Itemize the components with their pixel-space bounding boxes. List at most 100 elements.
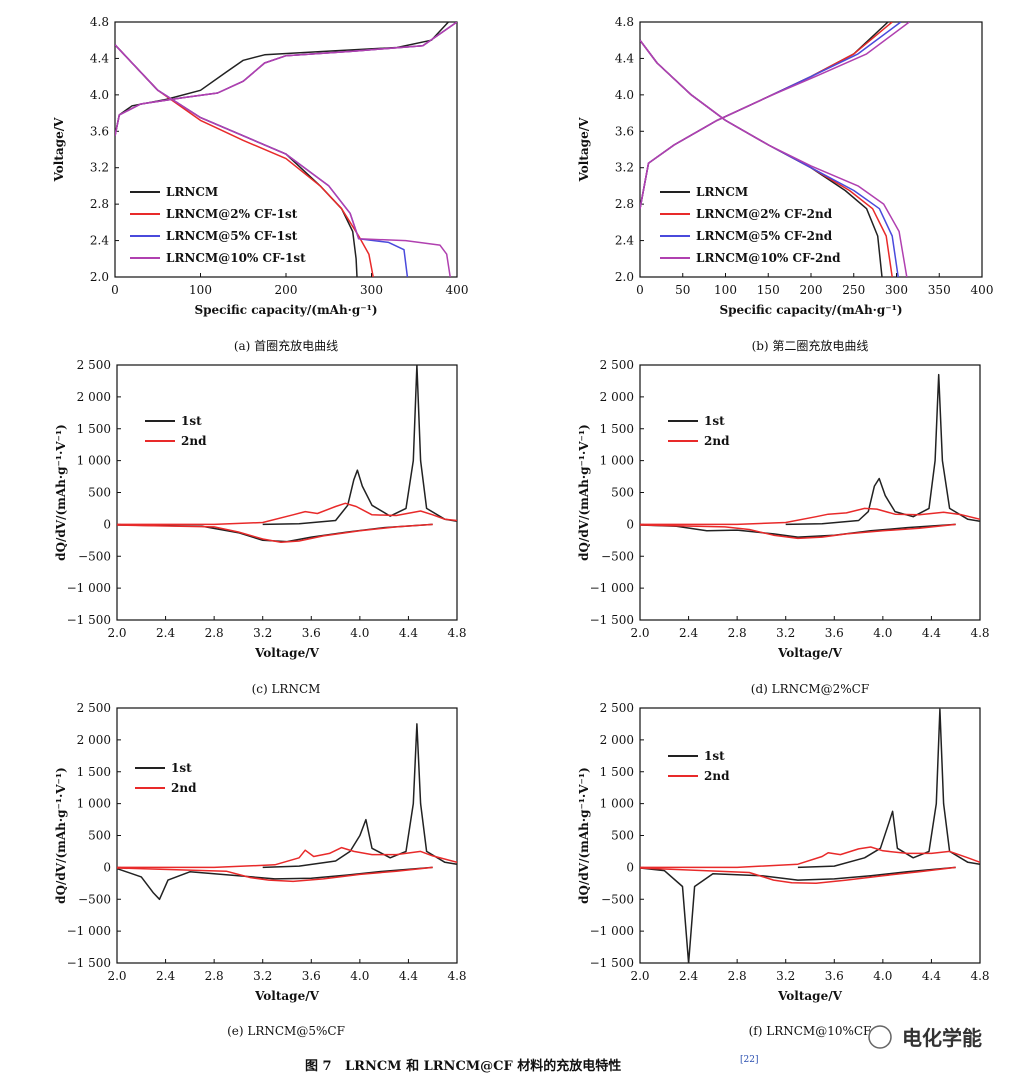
x-axis-label: Voltage/V bbox=[254, 646, 319, 660]
x-tick-label: 4.8 bbox=[447, 969, 466, 983]
series-line-4-charge bbox=[640, 22, 910, 209]
x-tick-label: 4.8 bbox=[447, 626, 466, 640]
series-line-1-discharge bbox=[640, 523, 956, 538]
legend-entry: 2nd bbox=[171, 781, 197, 795]
y-tick-label: 1 000 bbox=[77, 454, 111, 468]
y-tick-label: −500 bbox=[78, 892, 111, 906]
y-tick-label: 1 500 bbox=[600, 422, 634, 436]
y-tick-label: −1 000 bbox=[67, 924, 111, 938]
x-tick-label: 400 bbox=[446, 283, 469, 297]
series-line-4-charge bbox=[115, 22, 457, 136]
series-line-1-discharge bbox=[117, 523, 433, 543]
y-tick-label: 4.8 bbox=[90, 15, 109, 29]
series-line-1-charge bbox=[640, 22, 889, 209]
series-line-2-charge bbox=[117, 502, 457, 526]
x-axis-label: Voltage/V bbox=[777, 989, 842, 1003]
y-tick-label: 1 000 bbox=[77, 797, 111, 811]
series-line-2-discharge bbox=[117, 523, 433, 543]
x-tick-label: 50 bbox=[675, 283, 690, 297]
y-tick-label: 4.0 bbox=[615, 88, 634, 102]
y-tick-label: 2 000 bbox=[600, 390, 634, 404]
series-line-1-discharge bbox=[117, 866, 433, 901]
x-tick-label: 3.6 bbox=[825, 969, 844, 983]
x-tick-label: 300 bbox=[885, 283, 908, 297]
x-tick-label: 2.4 bbox=[679, 626, 698, 640]
x-tick-label: 4.4 bbox=[922, 969, 941, 983]
x-tick-label: 3.2 bbox=[776, 969, 795, 983]
series-line-2-charge bbox=[640, 846, 980, 869]
figure-caption-text: LRNCM 和 LRNCM@CF 材料的充放电特性 bbox=[345, 1058, 621, 1074]
series-line-2-discharge bbox=[640, 523, 956, 540]
y-tick-label: −1 500 bbox=[590, 956, 634, 970]
x-tick-label: 2.8 bbox=[205, 626, 224, 640]
x-tick-label: 250 bbox=[842, 283, 865, 297]
x-tick-label: 0 bbox=[636, 283, 644, 297]
y-tick-label: 2.4 bbox=[615, 234, 634, 248]
x-tick-label: 2.8 bbox=[728, 626, 747, 640]
series-line-2-charge bbox=[115, 22, 457, 136]
y-tick-label: 3.2 bbox=[615, 161, 634, 175]
legend-entry: 1st bbox=[704, 414, 725, 428]
x-tick-label: 4.0 bbox=[873, 969, 892, 983]
x-axis-label: Voltage/V bbox=[254, 989, 319, 1003]
y-tick-label: 2 500 bbox=[600, 701, 634, 715]
panel-caption: (a) 首圈充放电曲线 bbox=[234, 338, 338, 353]
x-tick-label: 3.2 bbox=[776, 626, 795, 640]
x-tick-label: 2.4 bbox=[156, 969, 175, 983]
series-line-1-charge bbox=[797, 708, 980, 869]
y-tick-label: 1 000 bbox=[600, 797, 634, 811]
x-tick-label: 2.0 bbox=[107, 626, 126, 640]
y-tick-label: 1 500 bbox=[77, 765, 111, 779]
y-tick-label: 500 bbox=[611, 829, 634, 843]
y-axis-label: dQ/dV/(mAh·g⁻¹·V⁻¹) bbox=[54, 767, 68, 904]
series-line-1-charge bbox=[115, 22, 449, 136]
series-line-3-charge bbox=[115, 22, 457, 136]
x-tick-label: 100 bbox=[189, 283, 212, 297]
x-tick-label: 3.6 bbox=[825, 626, 844, 640]
y-tick-label: 4.0 bbox=[90, 88, 109, 102]
y-tick-label: 1 500 bbox=[600, 765, 634, 779]
x-tick-label: 3.6 bbox=[302, 626, 321, 640]
y-tick-label: 2 500 bbox=[77, 358, 111, 372]
plot-frame bbox=[116, 364, 458, 621]
x-tick-label: 4.8 bbox=[970, 969, 989, 983]
x-tick-label: 3.2 bbox=[253, 969, 272, 983]
series-line-1-charge bbox=[262, 723, 457, 869]
x-tick-label: 3.6 bbox=[302, 969, 321, 983]
x-tick-label: 300 bbox=[360, 283, 383, 297]
panel-caption: (f) LRNCM@10%CF bbox=[749, 1024, 872, 1038]
series-line-2-charge bbox=[117, 846, 457, 869]
x-tick-label: 150 bbox=[757, 283, 780, 297]
x-tick-label: 100 bbox=[714, 283, 737, 297]
x-tick-label: 4.0 bbox=[873, 626, 892, 640]
x-axis-label: Voltage/V bbox=[777, 646, 842, 660]
legend-entry: LRNCM@2% CF-1st bbox=[166, 207, 298, 221]
y-tick-label: −1 000 bbox=[590, 581, 634, 595]
y-tick-label: −1 500 bbox=[67, 613, 111, 627]
y-tick-label: 3.6 bbox=[615, 124, 634, 138]
y-tick-label: 500 bbox=[88, 829, 111, 843]
legend-entry: LRNCM@10% CF-1st bbox=[166, 251, 306, 265]
legend-entry: 2nd bbox=[704, 434, 730, 448]
x-tick-label: 2.4 bbox=[679, 969, 698, 983]
panel-f: 2.0 2.4 2.8 3.2 3.6 4.0 4.4 4.8 −1 500 −1 000 −500… bbox=[577, 701, 990, 1038]
y-tick-label: −1 000 bbox=[590, 924, 634, 938]
x-tick-label: 2.0 bbox=[107, 969, 126, 983]
y-tick-label: 4.4 bbox=[90, 51, 109, 65]
y-tick-label: 2.0 bbox=[615, 270, 634, 284]
series-line-1-discharge bbox=[640, 866, 956, 963]
panel-d: 2.0 2.4 2.8 3.2 3.6 4.0 4.4 4.8 −1 500 −1 000 −500… bbox=[577, 358, 990, 696]
x-axis-label: Specific capacity/(mAh·g⁻¹) bbox=[194, 303, 377, 317]
x-tick-label: 200 bbox=[800, 283, 823, 297]
legend-entry: 2nd bbox=[704, 769, 730, 783]
figure-caption-ref: [22] bbox=[740, 1055, 758, 1065]
x-tick-label: 3.2 bbox=[253, 626, 272, 640]
y-tick-label: 0 bbox=[103, 860, 111, 874]
y-axis-label: dQ/dV/(mAh·g⁻¹·V⁻¹) bbox=[577, 424, 591, 561]
plot-frame bbox=[116, 707, 458, 964]
wechat-icon bbox=[868, 1025, 892, 1049]
series-line-2-charge bbox=[640, 22, 893, 209]
y-tick-label: 0 bbox=[626, 860, 634, 874]
legend-entry: LRNCM@5% CF-1st bbox=[166, 229, 298, 243]
